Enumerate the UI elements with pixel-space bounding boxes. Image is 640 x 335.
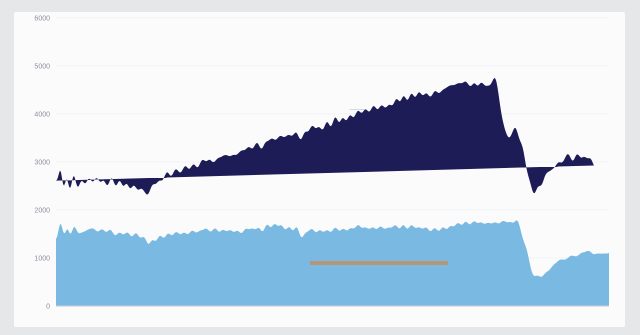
y-tick-label: 2000 xyxy=(34,208,50,215)
y-tick-label: 5000 xyxy=(34,64,50,71)
y-axis: 0 1000 2000 3000 4000 5000 6000 xyxy=(34,16,50,311)
stacked-area-chart: 0 1000 2000 3000 4000 5000 6000 —— xyxy=(34,16,609,311)
chart-frame: 0 1000 2000 3000 4000 5000 6000 —— xyxy=(14,12,625,327)
series-area-2 xyxy=(56,77,594,195)
y-tick-label: 6000 xyxy=(34,16,50,23)
y-tick-label: 3000 xyxy=(34,160,50,167)
y-tick-label: 0 xyxy=(46,304,50,311)
legend-swatch xyxy=(310,261,448,265)
series-annotation: —— xyxy=(350,105,366,114)
y-tick-label: 4000 xyxy=(34,112,50,119)
area-layer xyxy=(56,77,609,306)
y-tick-label: 1000 xyxy=(34,256,50,263)
